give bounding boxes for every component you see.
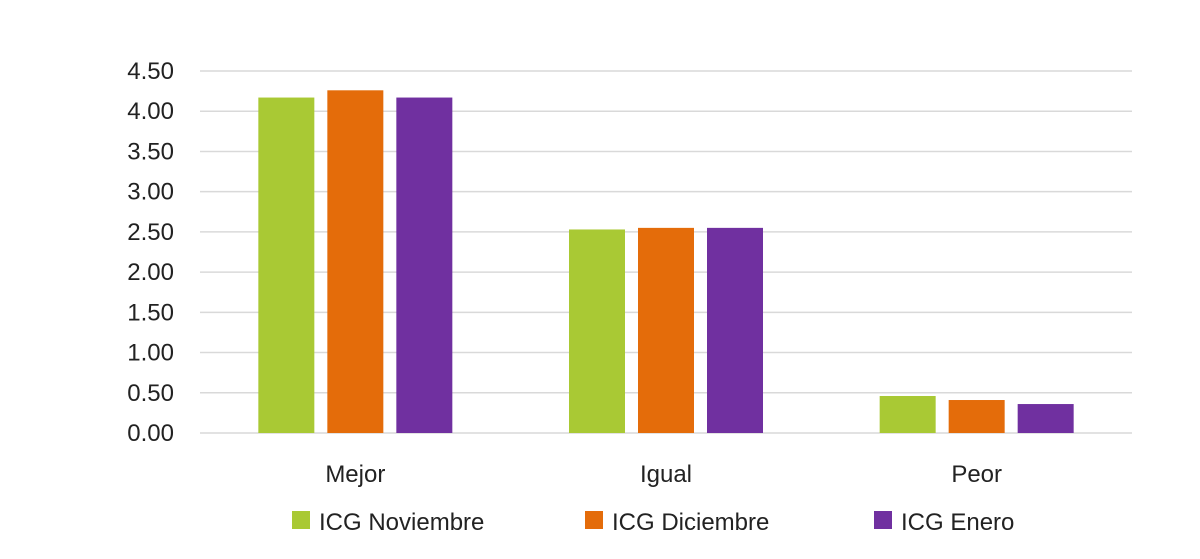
bars [258,90,1074,434]
legend-swatch [874,511,892,529]
bar-mejor-icg-noviembre [258,97,315,434]
bar-mejor-icg-enero [396,97,453,434]
y-axis-tick-labels: 0.00 0.50 1.00 1.50 2.00 2.50 3.00 3.50 4.00 4.50 [127,58,174,447]
y-tick-label: 1.00 [127,340,174,367]
bar-igual-icg-enero [707,227,763,433]
y-tick-label: 0.00 [127,420,174,447]
y-tick-label: 1.50 [127,299,174,326]
legend-label: ICG Enero [901,509,1014,536]
legend: ICG Noviembre ICG Diciembre ICG Enero [292,509,1014,536]
y-tick-label: 4.50 [127,58,174,85]
bar-igual-icg-diciembre [638,227,694,433]
y-tick-label: 3.00 [127,179,174,206]
legend-swatch [585,511,603,529]
x-axis-category-labels: Mejor Igual Peor [325,461,1002,488]
y-tick-label: 2.00 [127,259,174,286]
y-tick-label: 2.50 [127,219,174,246]
bar-igual-icg-noviembre [569,229,625,433]
bar-peor-icg-diciembre [948,400,1005,433]
bar-mejor-icg-diciembre [327,90,384,433]
legend-label: ICG Diciembre [612,509,769,536]
bar-peor-icg-enero [1017,404,1074,433]
x-category-label: Igual [640,461,692,488]
y-tick-label: 4.00 [127,98,174,125]
y-tick-label: 3.50 [127,138,174,165]
bar-peor-icg-noviembre [879,395,936,433]
x-category-label: Peor [951,461,1002,488]
legend-swatch [292,511,310,529]
y-tick-label: 0.50 [127,380,174,407]
x-category-label: Mejor [325,461,385,488]
legend-label: ICG Noviembre [319,509,484,536]
